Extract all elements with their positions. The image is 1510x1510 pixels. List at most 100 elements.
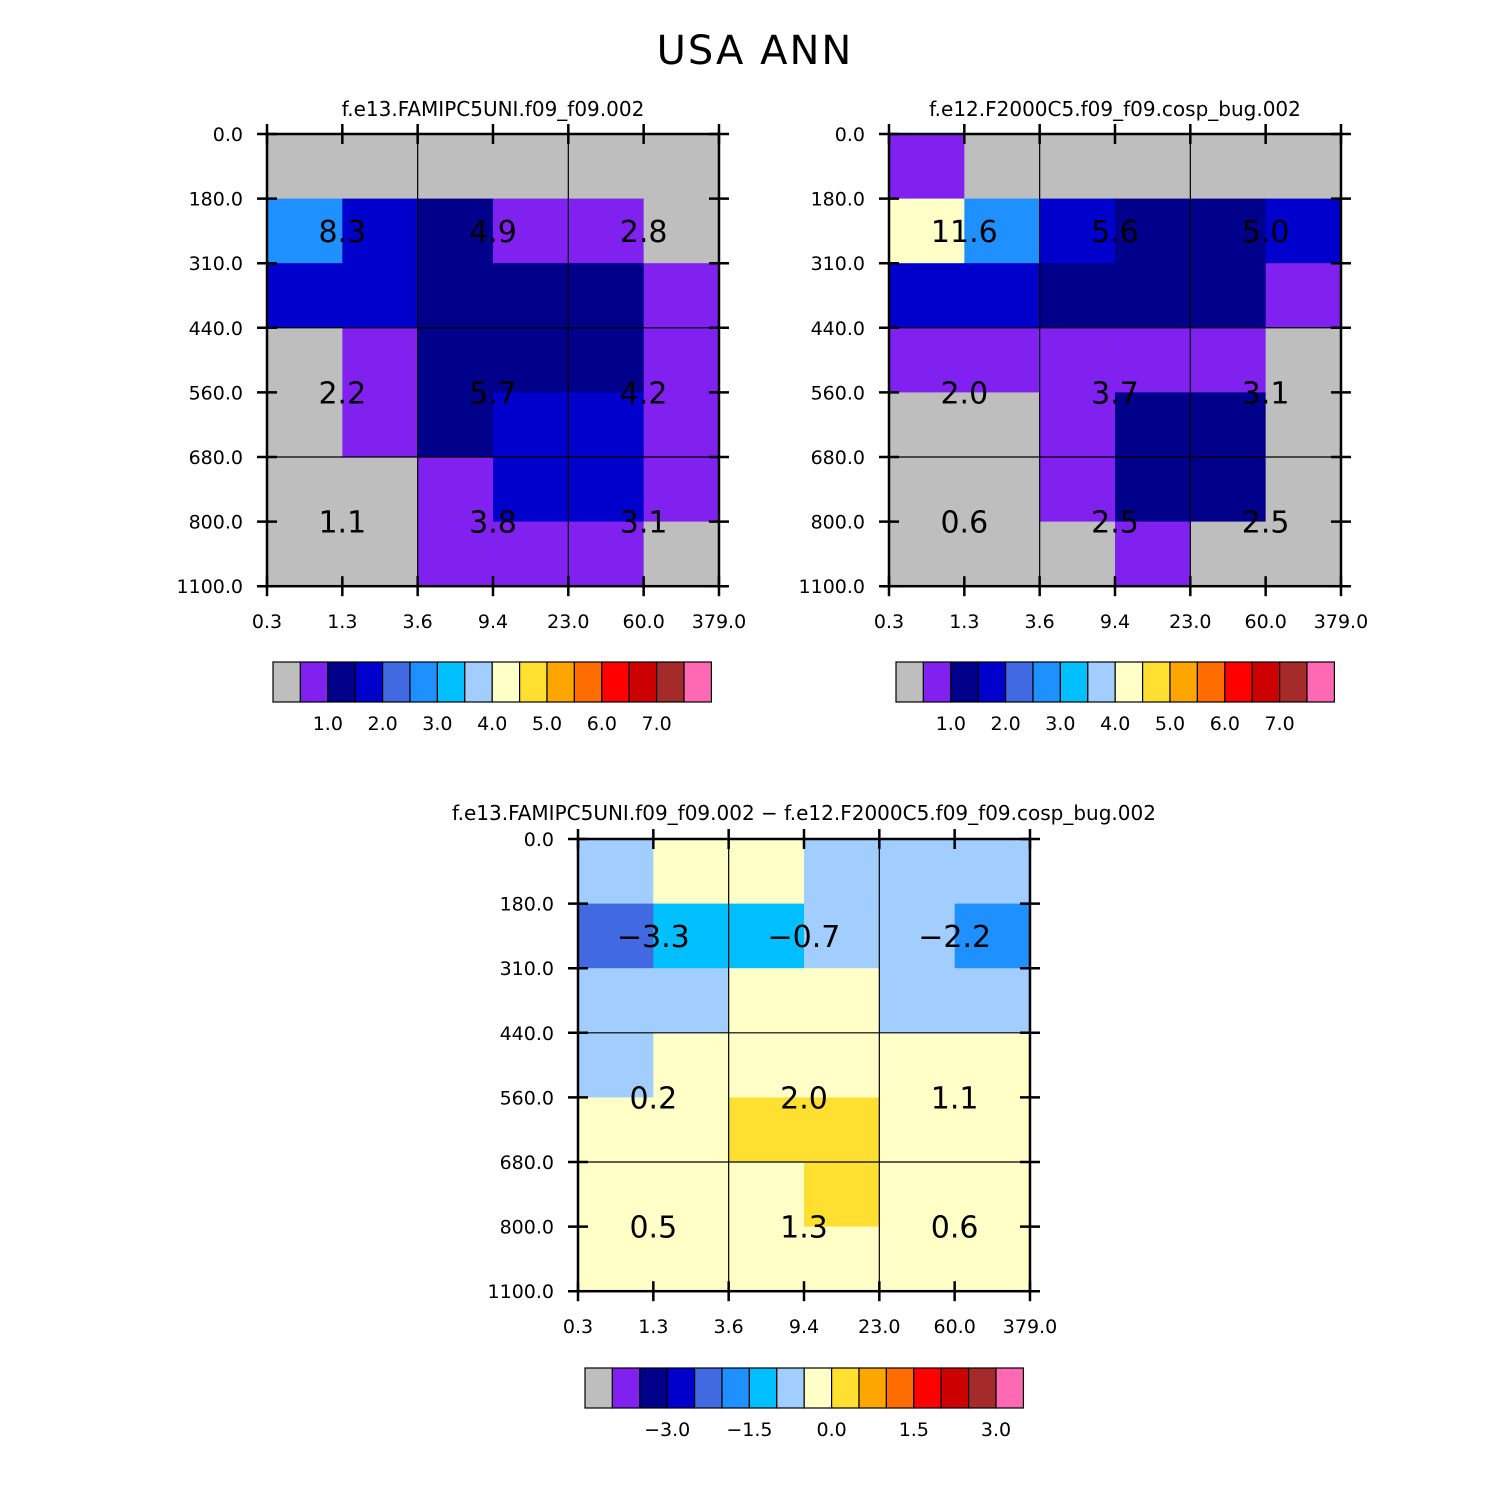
heatmap-cell [1114, 198, 1191, 264]
heatmap-cell [643, 263, 720, 329]
colorbar-swatch [518, 661, 548, 703]
colorbar-swatch [995, 1367, 1024, 1409]
colorbar-swatch [803, 1367, 833, 1409]
colorbar-swatch [1306, 661, 1335, 703]
heatmap-cell [653, 903, 730, 969]
heatmap-cell [954, 1226, 1031, 1292]
heatmap-cell [728, 1097, 805, 1163]
heatmap-cell [964, 263, 1041, 329]
heatmap-cell [1265, 263, 1342, 329]
x-tick-label: 0.3 [874, 611, 904, 633]
y-tick-label: 310.0 [189, 253, 243, 275]
y-tick-label: 800.0 [500, 1217, 554, 1239]
heatmap-cell [954, 1032, 1031, 1098]
heatmap-cell [1190, 134, 1267, 200]
cell-value-label: 8.3 [318, 215, 366, 250]
colorbar-swatch [1196, 661, 1226, 703]
heatmap-cell [964, 521, 1041, 587]
heatmap-cell [643, 134, 720, 200]
colorbar-swatch [1004, 661, 1034, 703]
heatmap-cell [643, 327, 720, 393]
colorbar-swatch [922, 661, 952, 703]
y-tick-label: 560.0 [500, 1087, 554, 1109]
colorbar-label: 1.0 [936, 713, 966, 735]
heatmap-cell [342, 198, 419, 264]
y-tick-label: 180.0 [811, 189, 865, 211]
colorbar-swatch [885, 1367, 915, 1409]
heatmap-cell [1039, 134, 1116, 200]
colorbar-swatch [464, 661, 493, 703]
colorbar-swatch [830, 1367, 860, 1409]
heatmap-cell [643, 198, 720, 264]
heatmap-cell [1265, 327, 1342, 393]
heatmap-cell [879, 1226, 956, 1292]
heatmap-cell [267, 392, 343, 458]
heatmap-cell [568, 521, 645, 587]
x-tick-label: 1.3 [638, 1316, 668, 1338]
y-tick-label: 310.0 [500, 958, 554, 980]
colorbar: 1.0 2.0 3.0 4.0 5.0 6.0 7.0 [272, 661, 712, 735]
heatmap-cell [1114, 263, 1191, 329]
y-tick-label: 310.0 [811, 253, 865, 275]
colorbar-label: 2.0 [990, 713, 1020, 735]
y-tick-label: 680.0 [500, 1152, 554, 1174]
panel-bottom-diff: f.e13.FAMIPC5UNI.f09_f09.002 − f.e12.F20… [452, 801, 1156, 1441]
x-tick-label: 379.0 [692, 611, 746, 633]
heatmap-cell [568, 134, 645, 200]
cell-value-label: −3.3 [617, 920, 690, 955]
colorbar-label: 6.0 [587, 713, 617, 735]
heatmap-cell [1265, 521, 1342, 587]
colorbar-swatch [584, 1367, 613, 1409]
cell-value-label: 3.8 [469, 506, 517, 541]
heatmap-cell [964, 134, 1041, 200]
colorbar-label: 5.0 [532, 713, 562, 735]
panel-top-right: f.e12.F2000C5.f09_f09.cosp_bug.002 0.0 180… [799, 97, 1369, 735]
heatmap-cell [342, 134, 419, 200]
colorbar-label: 7.0 [641, 713, 671, 735]
page-title: USA ANN [656, 28, 854, 74]
colorbar-swatch [354, 661, 384, 703]
colorbar-swatch [693, 1367, 723, 1409]
heatmap-cell [492, 457, 569, 523]
heatmap-cell [803, 839, 880, 905]
heatmap-cell [1265, 457, 1342, 523]
colorbar-swatch [1059, 661, 1089, 703]
panel-title: f.e12.F2000C5.f09_f09.cosp_bug.002 [929, 97, 1301, 121]
y-tick-label: 440.0 [811, 318, 865, 340]
heatmap-cell [417, 521, 494, 587]
heatmap-cell [643, 392, 720, 458]
heatmap-cell [1190, 457, 1267, 523]
cell-value-label: 2.5 [1091, 506, 1139, 541]
x-tick-label: 9.4 [1100, 611, 1130, 633]
cell-value-label: 3.7 [1091, 376, 1139, 411]
colorbar-swatch [382, 661, 411, 703]
colorbar-swatch [436, 661, 466, 703]
heatmap-cell [803, 903, 880, 969]
heatmap-cell [954, 968, 1031, 1034]
colorbar-swatch [895, 661, 924, 703]
colorbar-swatch [601, 661, 630, 703]
heatmap-cell [803, 1226, 880, 1292]
colorbar-swatch [858, 1367, 887, 1409]
heatmap-cell [889, 198, 965, 264]
colorbar-swatch [776, 1367, 805, 1409]
heatmap-cell [578, 903, 654, 969]
heatmap-cell [889, 457, 965, 523]
colorbar-label: −1.5 [726, 1419, 772, 1441]
colorbar-swatch [639, 1367, 668, 1409]
heatmap-cell [879, 1162, 956, 1228]
x-tick-label: 60.0 [933, 1316, 975, 1338]
heatmap-cell [267, 263, 343, 329]
heatmap-cell [568, 327, 645, 393]
cell-value-label: 2.8 [620, 215, 668, 250]
heatmap-cell [492, 263, 569, 329]
colorbar-swatch [409, 661, 438, 703]
y-tick-label: 680.0 [189, 447, 243, 469]
cell-value-label: 3.1 [620, 506, 668, 541]
x-tick-label: 1.3 [327, 611, 357, 633]
heatmap-cell [568, 263, 645, 329]
cell-value-label: 4.9 [469, 215, 517, 250]
heatmap-cell [653, 839, 730, 905]
heatmap-cell [803, 968, 880, 1034]
